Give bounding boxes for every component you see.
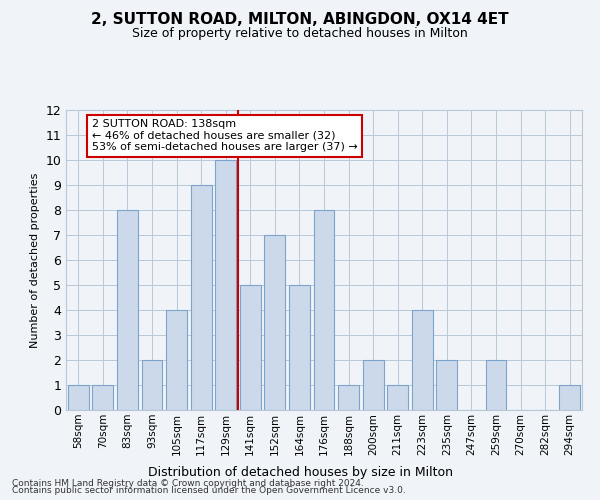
Bar [412, 310, 433, 410]
Bar [215, 160, 236, 410]
Bar [559, 385, 580, 410]
Bar [117, 210, 138, 410]
Bar [142, 360, 163, 410]
Bar [314, 210, 334, 410]
Text: Size of property relative to detached houses in Milton: Size of property relative to detached ho… [132, 28, 468, 40]
Y-axis label: Number of detached properties: Number of detached properties [30, 172, 40, 348]
Bar [240, 285, 261, 410]
Bar [485, 360, 506, 410]
Bar [362, 360, 383, 410]
Bar [289, 285, 310, 410]
Bar [387, 385, 408, 410]
Text: 2 SUTTON ROAD: 138sqm
← 46% of detached houses are smaller (32)
53% of semi-deta: 2 SUTTON ROAD: 138sqm ← 46% of detached … [92, 119, 358, 152]
Bar [191, 185, 212, 410]
Bar [338, 385, 359, 410]
Bar [436, 360, 457, 410]
Text: Distribution of detached houses by size in Milton: Distribution of detached houses by size … [148, 466, 452, 479]
Bar [265, 235, 286, 410]
Bar [68, 385, 89, 410]
Text: Contains HM Land Registry data © Crown copyright and database right 2024.: Contains HM Land Registry data © Crown c… [12, 478, 364, 488]
Text: Contains public sector information licensed under the Open Government Licence v3: Contains public sector information licen… [12, 486, 406, 495]
Bar [166, 310, 187, 410]
Text: 2, SUTTON ROAD, MILTON, ABINGDON, OX14 4ET: 2, SUTTON ROAD, MILTON, ABINGDON, OX14 4… [91, 12, 509, 28]
Bar [92, 385, 113, 410]
